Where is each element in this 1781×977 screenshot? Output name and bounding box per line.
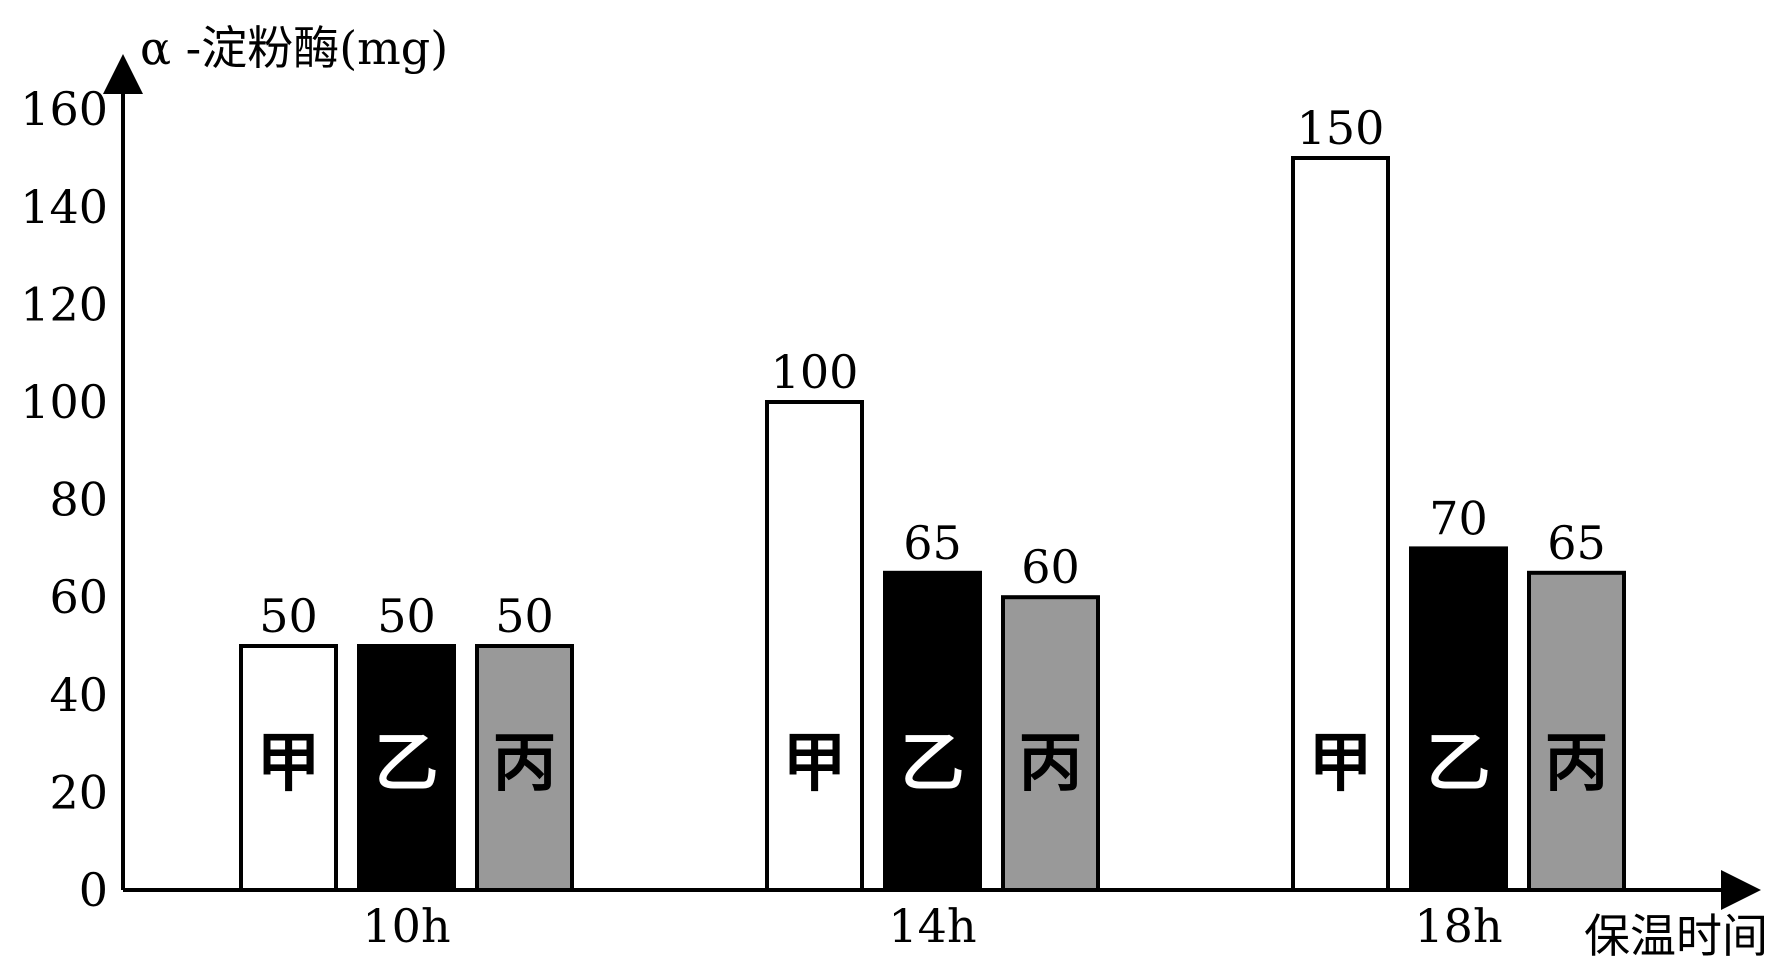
bar-value-label: 50: [495, 589, 554, 643]
y-tick-label: 60: [49, 570, 108, 624]
y-axis-label: α -淀粉酶(mg): [140, 21, 448, 75]
bars: 50 甲 50 乙 50 丙 100 甲 65 乙 60 丙 150 甲 70 乙 65 丙: [239, 101, 1626, 893]
bar-series-name: 丙: [1019, 726, 1083, 801]
x-tick-label: 18h: [1414, 899, 1502, 953]
bar-value-label: 60: [1021, 540, 1080, 594]
bar-series-name: 乙: [1427, 726, 1491, 801]
bar-value-label: 100: [771, 345, 859, 399]
bar-series-name: 乙: [375, 726, 439, 801]
bar-series-name: 甲: [783, 726, 847, 801]
y-tick-label: 0: [79, 863, 108, 917]
y-tick-label: 40: [49, 668, 108, 722]
bar-value-label: 65: [903, 516, 962, 570]
bar-value-label: 50: [377, 589, 436, 643]
bar-value-label: 150: [1297, 101, 1385, 155]
y-tick-label: 100: [20, 375, 108, 429]
bar: [765, 400, 864, 892]
y-tick-labels: 0 20 40 60 80 100 120 140 160: [20, 82, 108, 917]
x-axis-label: 保温时间: [1584, 909, 1768, 963]
bar-series-name: 甲: [1309, 726, 1373, 801]
bar: [357, 644, 456, 892]
bar: [475, 644, 574, 892]
bar: [883, 570, 982, 892]
bar-series-name: 乙: [901, 726, 965, 801]
bar-value-label: 65: [1547, 516, 1606, 570]
bar: [1527, 570, 1626, 892]
bar: [239, 644, 338, 892]
y-tick-label: 120: [20, 277, 108, 331]
bar-series-name: 丙: [493, 726, 557, 801]
bar: [1001, 595, 1100, 892]
y-tick-label: 160: [20, 82, 108, 136]
y-tick-label: 140: [20, 180, 108, 234]
bar-series-name: 丙: [1545, 726, 1609, 801]
x-tick-labels: 10h 14h 18h: [362, 899, 1502, 953]
bar: [1291, 156, 1390, 892]
bar-series-name: 甲: [257, 726, 321, 801]
bar: [1409, 546, 1508, 893]
x-tick-label: 10h: [362, 899, 450, 953]
y-tick-label: 80: [49, 473, 108, 527]
x-tick-label: 14h: [888, 899, 976, 953]
y-tick-label: 20: [49, 765, 108, 819]
bar-value-label: 70: [1429, 491, 1488, 545]
bar-value-label: 50: [259, 589, 318, 643]
